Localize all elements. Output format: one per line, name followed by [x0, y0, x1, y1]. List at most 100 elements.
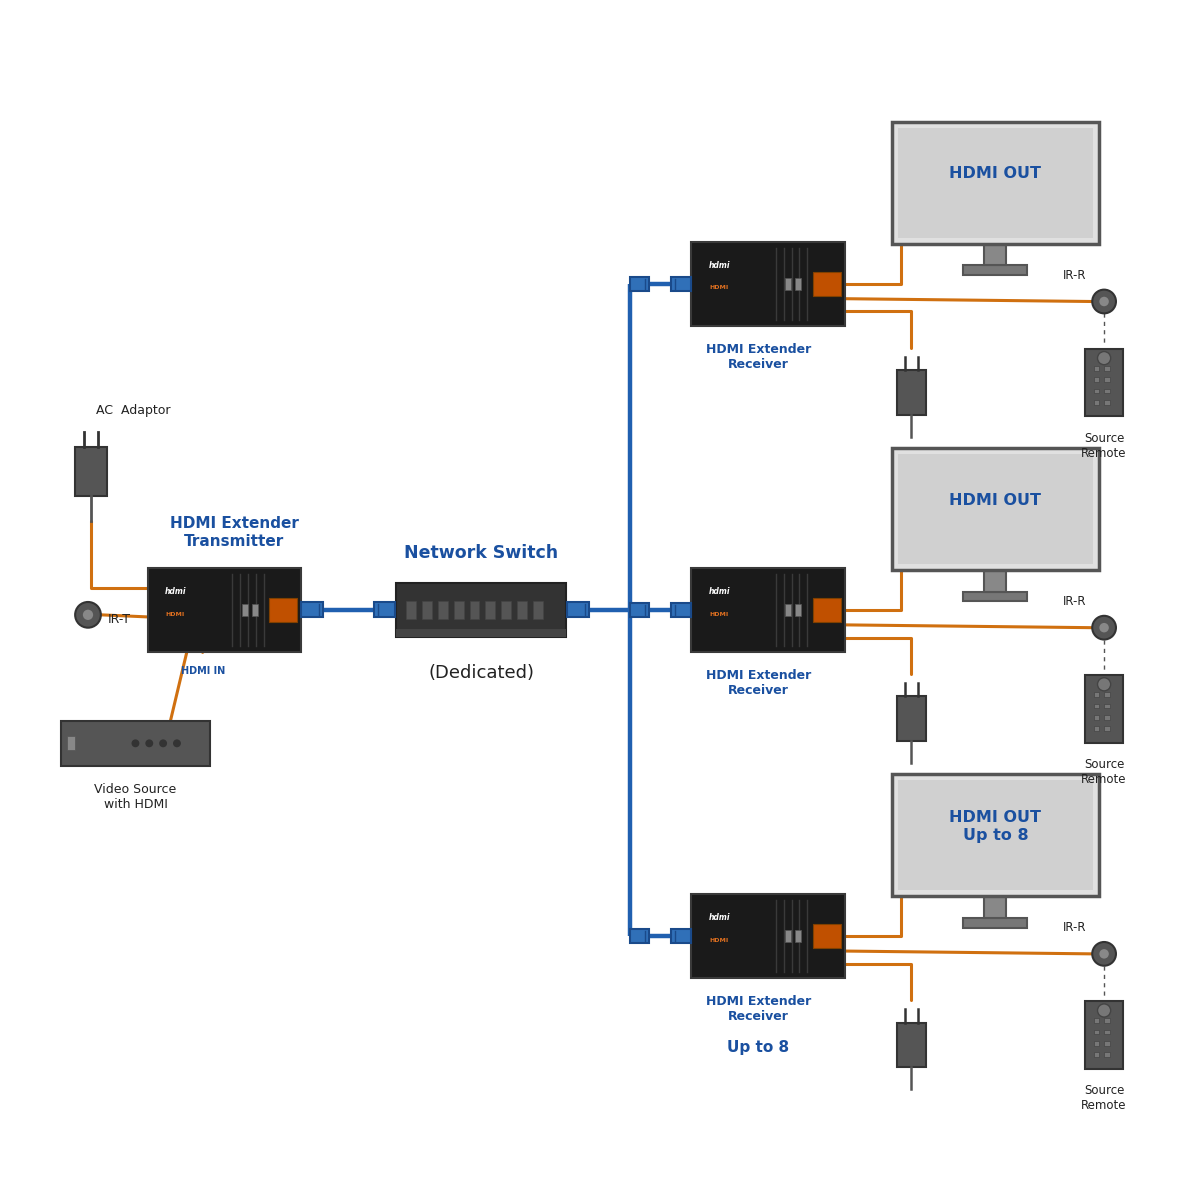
- Bar: [964, 592, 1027, 601]
- Circle shape: [1099, 949, 1109, 959]
- Text: hdmi: hdmi: [708, 587, 730, 596]
- Bar: [454, 601, 463, 619]
- Bar: [785, 277, 791, 289]
- Bar: [148, 568, 301, 652]
- Bar: [1093, 715, 1099, 720]
- Text: Up to 8: Up to 8: [727, 1040, 790, 1055]
- Bar: [1085, 1001, 1123, 1069]
- Bar: [1104, 692, 1110, 697]
- Bar: [76, 446, 107, 497]
- Text: Source
Remote: Source Remote: [1081, 758, 1127, 786]
- Bar: [984, 890, 1007, 918]
- Bar: [269, 598, 298, 622]
- Bar: [396, 629, 566, 637]
- Text: Network Switch: Network Switch: [404, 545, 558, 563]
- Bar: [517, 601, 527, 619]
- Bar: [898, 455, 1093, 564]
- Bar: [892, 122, 1099, 244]
- Bar: [67, 737, 76, 750]
- Text: HDMI Extender
Receiver: HDMI Extender Receiver: [706, 670, 811, 697]
- Circle shape: [1092, 942, 1116, 966]
- Text: HDMI: HDMI: [709, 612, 728, 617]
- Circle shape: [1092, 289, 1116, 313]
- Bar: [1093, 1019, 1099, 1024]
- Bar: [1104, 1052, 1110, 1057]
- Bar: [241, 604, 247, 616]
- Bar: [1104, 1042, 1110, 1045]
- Bar: [1104, 366, 1110, 371]
- Text: HDMI: HDMI: [166, 612, 185, 617]
- Bar: [691, 241, 845, 325]
- Text: hdmi: hdmi: [708, 260, 730, 270]
- Bar: [1104, 726, 1110, 731]
- Text: hdmi: hdmi: [708, 913, 730, 922]
- Bar: [301, 602, 323, 617]
- Bar: [964, 265, 1027, 275]
- Circle shape: [132, 739, 139, 748]
- Circle shape: [83, 610, 94, 620]
- Bar: [485, 601, 496, 619]
- Bar: [1093, 1052, 1099, 1057]
- Text: HDMI IN: HDMI IN: [180, 666, 224, 677]
- Bar: [1104, 377, 1110, 382]
- Text: IR-T: IR-T: [108, 613, 131, 626]
- Bar: [1085, 674, 1123, 743]
- Bar: [568, 602, 589, 617]
- Circle shape: [1099, 296, 1109, 306]
- Bar: [1093, 703, 1099, 708]
- Bar: [1093, 400, 1099, 404]
- Bar: [1093, 366, 1099, 371]
- Text: IR-R: IR-R: [1063, 269, 1086, 282]
- Text: Source
Remote: Source Remote: [1081, 432, 1127, 460]
- Bar: [892, 774, 1099, 896]
- Bar: [1104, 1019, 1110, 1024]
- Text: Source
Remote: Source Remote: [1081, 1085, 1127, 1112]
- Bar: [814, 924, 841, 948]
- Bar: [691, 894, 845, 978]
- Text: IR-R: IR-R: [1063, 595, 1086, 608]
- Text: HDMI Extender
Receiver: HDMI Extender Receiver: [706, 343, 811, 371]
- Text: HDMI OUT: HDMI OUT: [949, 493, 1042, 508]
- Circle shape: [1099, 623, 1109, 632]
- Bar: [630, 277, 649, 290]
- Bar: [252, 604, 258, 616]
- Bar: [438, 601, 448, 619]
- Bar: [785, 604, 791, 616]
- Text: HDMI OUT
Up to 8: HDMI OUT Up to 8: [949, 810, 1042, 842]
- Bar: [422, 601, 432, 619]
- Bar: [1085, 349, 1123, 416]
- Bar: [796, 604, 802, 616]
- Bar: [892, 449, 1099, 570]
- Bar: [533, 601, 542, 619]
- Bar: [373, 602, 395, 617]
- Bar: [1093, 692, 1099, 697]
- Bar: [964, 918, 1027, 928]
- Circle shape: [145, 739, 154, 748]
- Bar: [796, 277, 802, 289]
- Bar: [1093, 1030, 1099, 1034]
- Text: hdmi: hdmi: [164, 587, 186, 596]
- Bar: [407, 601, 416, 619]
- Text: Video Source
with HDMI: Video Source with HDMI: [95, 782, 176, 811]
- Bar: [1104, 703, 1110, 708]
- Bar: [814, 272, 841, 295]
- Circle shape: [76, 602, 101, 628]
- Bar: [1093, 1042, 1099, 1045]
- Circle shape: [1098, 678, 1111, 691]
- Text: HDMI Extender
Transmitter: HDMI Extender Transmitter: [170, 516, 299, 548]
- Text: AC  Adaptor: AC Adaptor: [96, 404, 170, 418]
- Text: IR-R: IR-R: [1063, 922, 1086, 934]
- Bar: [630, 602, 649, 617]
- Text: HDMI: HDMI: [709, 937, 728, 943]
- Bar: [984, 564, 1007, 592]
- Bar: [630, 929, 649, 943]
- Bar: [814, 598, 841, 622]
- Bar: [502, 601, 511, 619]
- Bar: [396, 583, 566, 637]
- Bar: [671, 929, 691, 943]
- Bar: [61, 721, 210, 766]
- Text: HDMI Extender
Receiver: HDMI Extender Receiver: [706, 995, 811, 1024]
- Bar: [1093, 726, 1099, 731]
- Bar: [1093, 389, 1099, 394]
- Bar: [1104, 1030, 1110, 1034]
